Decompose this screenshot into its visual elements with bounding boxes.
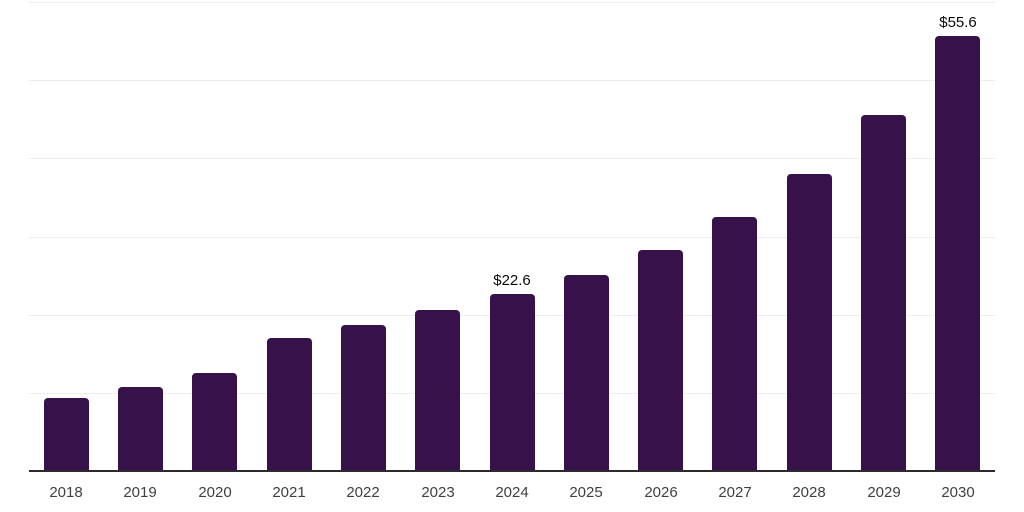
x-tick-label-2029: 2029 (867, 484, 901, 501)
gridline (29, 237, 995, 238)
x-tick-label-2020: 2020 (198, 484, 232, 501)
bar-2028 (787, 174, 832, 471)
bar-2023 (415, 310, 460, 471)
gridline (29, 158, 995, 159)
bar-2019 (118, 387, 163, 471)
bar-2029 (861, 115, 906, 471)
bar-value-label-2030: $55.6 (939, 14, 977, 31)
x-tick-label-2026: 2026 (644, 484, 678, 501)
x-tick-label-2019: 2019 (123, 484, 157, 501)
bar-2022 (341, 325, 386, 471)
x-tick-label-2030: 2030 (941, 484, 975, 501)
x-tick-label-2023: 2023 (421, 484, 455, 501)
bar-2027 (712, 217, 757, 471)
bar-2030 (935, 36, 980, 471)
gridline (29, 80, 995, 81)
bar-value-label-2024: $22.6 (493, 272, 531, 289)
x-tick-label-2018: 2018 (49, 484, 83, 501)
bar-2026 (638, 250, 683, 471)
bar-2025 (564, 275, 609, 471)
bar-2018 (44, 398, 89, 471)
gridline (29, 2, 995, 3)
x-tick-label-2022: 2022 (346, 484, 380, 501)
bar-2020 (192, 373, 237, 471)
x-tick-label-2021: 2021 (272, 484, 306, 501)
bar-2021 (267, 338, 312, 471)
x-tick-label-2028: 2028 (792, 484, 826, 501)
bar-2024 (490, 294, 535, 471)
x-axis-line (29, 470, 995, 472)
x-tick-label-2027: 2027 (718, 484, 752, 501)
x-tick-label-2025: 2025 (569, 484, 603, 501)
x-tick-label-2024: 2024 (495, 484, 529, 501)
